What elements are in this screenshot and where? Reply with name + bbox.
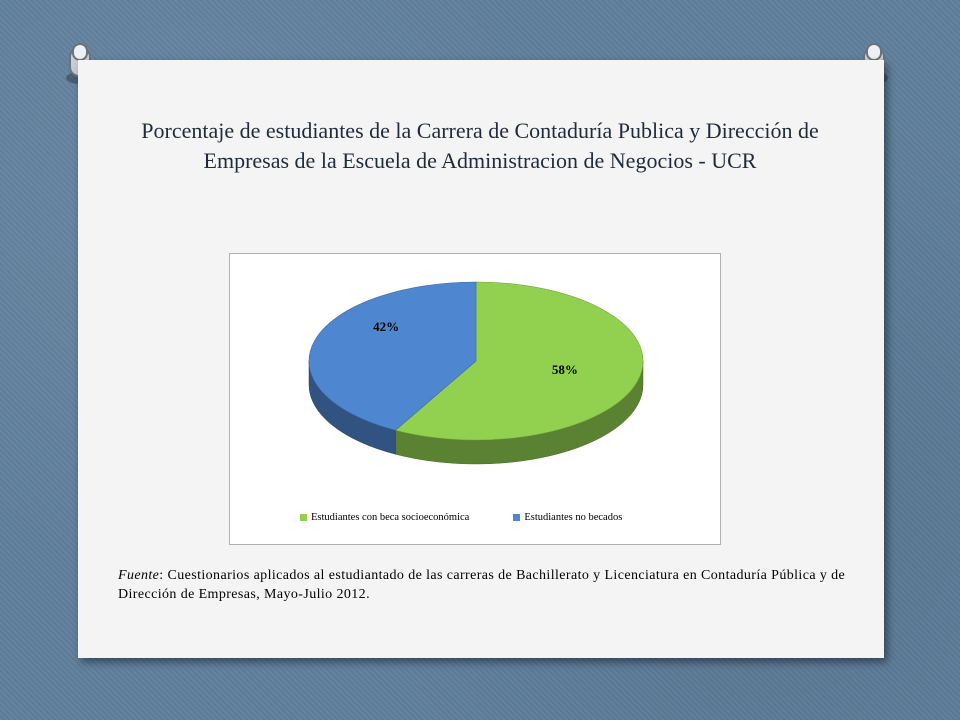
slide-title: Porcentaje de estudiantes de la Carrera … <box>141 118 819 173</box>
pie-slice <box>394 281 644 441</box>
source-lead: Fuente <box>118 568 160 583</box>
legend-item-becados: Estudiantes con beca socioeconómica <box>300 512 469 523</box>
chart-frame: 58% 42% Estudiantes con beca socioeconómi… <box>229 253 721 545</box>
chart-legend: Estudiantes con beca socioeconómica Estu… <box>300 512 622 523</box>
legend-swatch <box>513 514 521 521</box>
legend-label: Estudiantes no becados <box>524 512 623 523</box>
legend-item-no-becados: Estudiantes no becados <box>513 512 622 523</box>
pie-data-label: 58% <box>552 362 578 377</box>
legend-label: Estudiantes con beca socioeconómica <box>311 512 470 523</box>
pie-data-label: 42% <box>373 319 399 334</box>
source-text: : Cuestionarios aplicados al estudiantad… <box>118 568 846 602</box>
pie-chart: 58% 42% <box>308 281 644 465</box>
source-note: Fuente: Cuestionarios aplicados al estud… <box>118 566 858 604</box>
legend-swatch <box>300 514 307 521</box>
pie-slice <box>308 281 477 431</box>
